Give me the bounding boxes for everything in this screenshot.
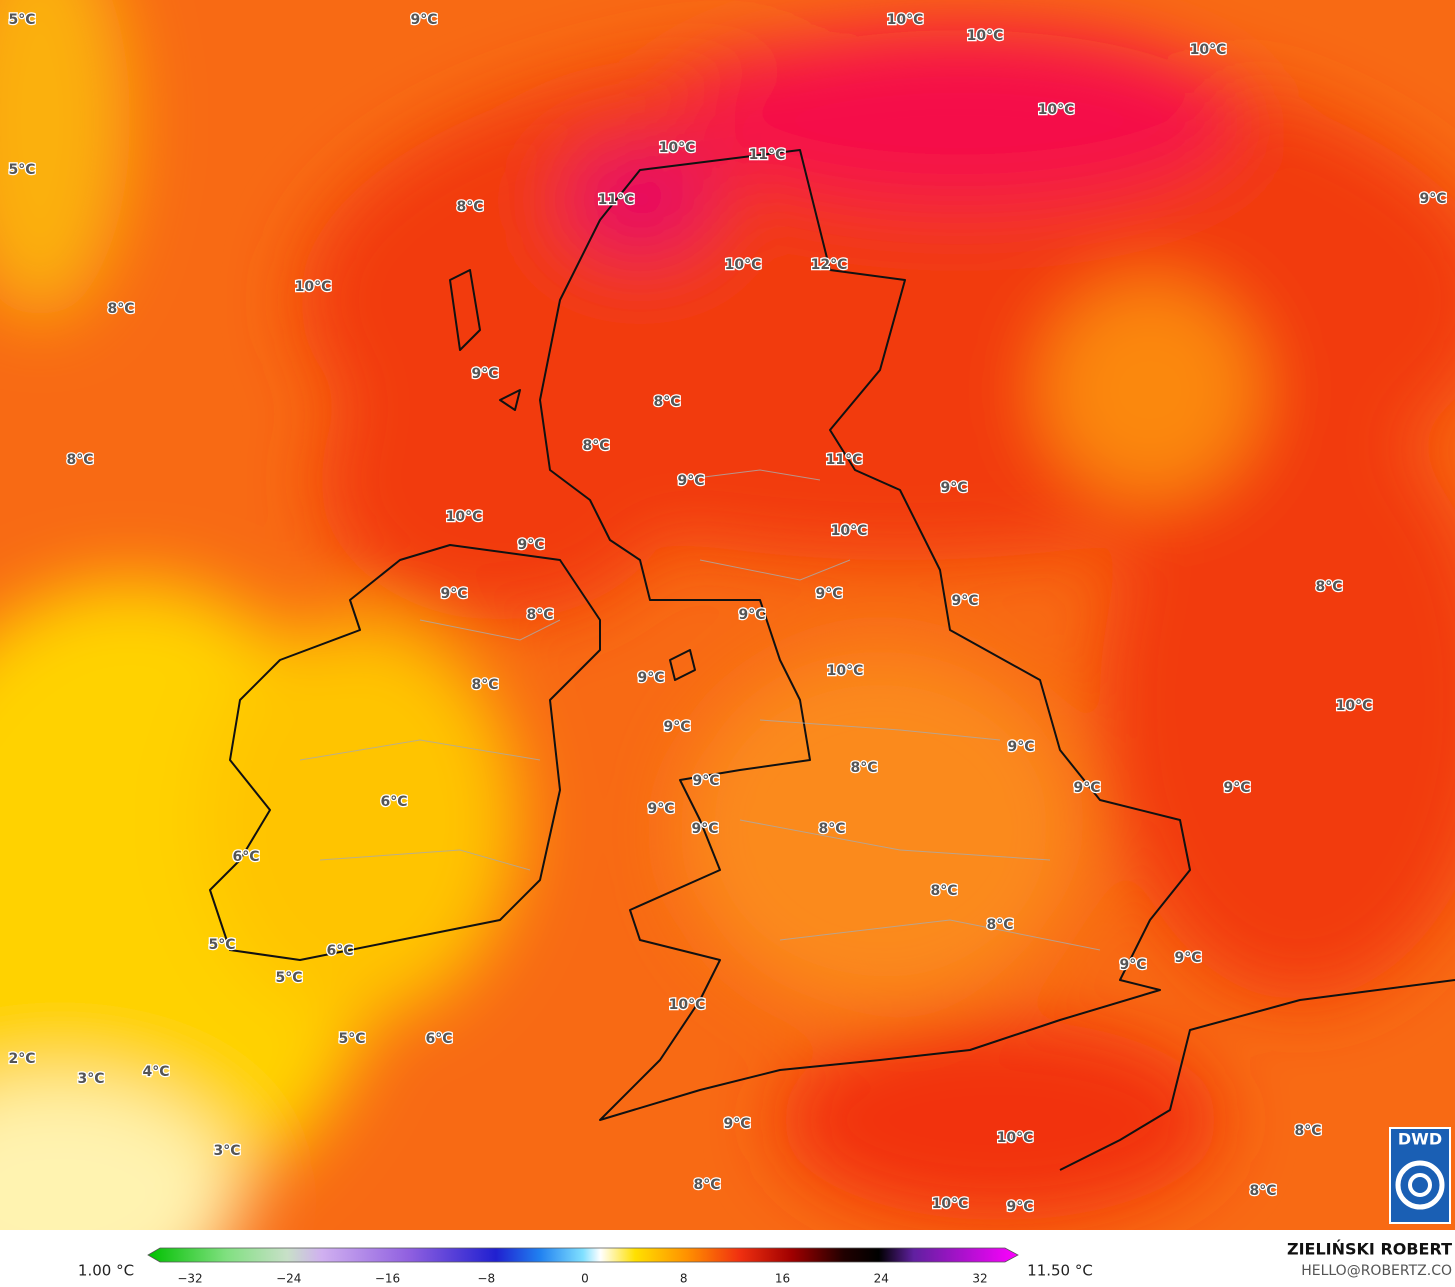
- temperature-label: 10°C: [725, 257, 762, 273]
- temperature-label: 8°C: [582, 438, 609, 454]
- temperature-label: 9°C: [637, 670, 664, 686]
- colorbar-tick-label: 8: [680, 1272, 688, 1286]
- temperature-label: 6°C: [326, 943, 353, 959]
- colorbar-tick-label: 32: [972, 1272, 987, 1286]
- temperature-label: 10°C: [997, 1130, 1034, 1146]
- temperature-label: 10°C: [669, 997, 706, 1013]
- temperature-label: 5°C: [338, 1031, 365, 1047]
- temperature-label: 9°C: [1006, 1199, 1033, 1215]
- temperature-label: 9°C: [1007, 739, 1034, 755]
- temperature-label: 10°C: [1038, 102, 1075, 118]
- temperature-label: 5°C: [8, 162, 35, 178]
- temperature-label: 6°C: [425, 1031, 452, 1047]
- temperature-label: 10°C: [967, 28, 1004, 44]
- temperature-label: 8°C: [526, 607, 553, 623]
- temperature-label: 11°C: [598, 192, 635, 208]
- colorbar-tick-label: −8: [477, 1272, 495, 1286]
- temperature-label: 9°C: [815, 586, 842, 602]
- temperature-label: 12°C: [811, 257, 848, 273]
- dwd-logo-swirl-inner: [1408, 1173, 1432, 1197]
- temperature-label: 4°C: [142, 1064, 169, 1080]
- temperature-label: 9°C: [1419, 191, 1446, 207]
- ireland: [209, 544, 601, 961]
- temperature-label: 8°C: [850, 760, 877, 776]
- temperature-label: 3°C: [213, 1143, 240, 1159]
- colorbar-tick-label: 24: [874, 1272, 889, 1286]
- temperature-label: 9°C: [677, 473, 704, 489]
- temperature-label: 10°C: [887, 12, 924, 28]
- temperature-label: 8°C: [66, 452, 93, 468]
- temperature-label: 10°C: [295, 279, 332, 295]
- temperature-label: 9°C: [663, 719, 690, 735]
- temperature-label: 8°C: [1315, 579, 1342, 595]
- temperature-label: 9°C: [692, 773, 719, 789]
- temperature-label: 9°C: [1073, 780, 1100, 796]
- temperature-label: 9°C: [517, 537, 544, 553]
- temperature-label: 9°C: [410, 12, 437, 28]
- credit-email: HELLO@ROBERTZ.CO: [1301, 1263, 1452, 1279]
- temperature-label: 6°C: [380, 794, 407, 810]
- temperature-label: 8°C: [107, 301, 134, 317]
- temperature-label: 8°C: [1249, 1183, 1276, 1199]
- temperature-label: 2°C: [8, 1051, 35, 1067]
- temperature-label: 8°C: [1294, 1123, 1321, 1139]
- temperature-label: 9°C: [647, 801, 674, 817]
- temperature-label: 9°C: [1174, 950, 1201, 966]
- coastlines: [209, 149, 1455, 1171]
- colorbar: 1.00 °C 11.50 °C −32 −24 −16 −8 0 8 16 24 32: [78, 1247, 1093, 1286]
- temperature-labels: 5°C 9°C 10°C 10°C 10°C 5°C 10°C 10°C 11°C 11°C 8°C…: [7, 11, 1448, 1217]
- temperature-label: 8°C: [693, 1177, 720, 1193]
- temperature-label: 10°C: [831, 523, 868, 539]
- temperature-label: 9°C: [1119, 957, 1146, 973]
- continent: [1059, 979, 1455, 1171]
- temperature-label: 10°C: [827, 663, 864, 679]
- temperature-label: 9°C: [723, 1116, 750, 1132]
- temperature-label: 10°C: [1336, 698, 1373, 714]
- temperature-label: 8°C: [818, 821, 845, 837]
- temperature-label: 8°C: [930, 883, 957, 899]
- great-britain: [539, 149, 1191, 1121]
- temperature-label: 9°C: [1223, 780, 1250, 796]
- temperature-label: 9°C: [471, 366, 498, 382]
- temperature-label: 5°C: [275, 970, 302, 986]
- temperature-label: 8°C: [653, 394, 680, 410]
- colorbar-tick-label: −24: [276, 1272, 301, 1286]
- temperature-label: 5°C: [8, 12, 35, 28]
- colorbar-tick-label: −16: [375, 1272, 400, 1286]
- colorbar-tick-label: 0: [581, 1272, 589, 1286]
- temperature-label: 11°C: [826, 452, 863, 468]
- temperature-label: 5°C: [208, 937, 235, 953]
- temperature-label: 8°C: [986, 917, 1013, 933]
- temperature-label: 9°C: [940, 480, 967, 496]
- colorbar-scale: [147, 1247, 1019, 1263]
- isle-of-man: [669, 649, 696, 681]
- temperature-label: 9°C: [951, 593, 978, 609]
- colorbar-max: 11.50 °C: [1027, 1262, 1093, 1280]
- temperature-label: 8°C: [456, 199, 483, 215]
- dwd-logo-text: DWD: [1398, 1130, 1442, 1149]
- temperature-label: 9°C: [440, 586, 467, 602]
- temperature-label: 9°C: [738, 607, 765, 623]
- temperature-label: 3°C: [77, 1071, 104, 1087]
- temperature-label: 9°C: [691, 821, 718, 837]
- colorbar-min: 1.00 °C: [78, 1262, 134, 1280]
- temperature-label: 10°C: [1190, 42, 1227, 58]
- temperature-label: 8°C: [471, 677, 498, 693]
- colorbar-tick-label: −32: [177, 1272, 202, 1286]
- borders: [299, 469, 1101, 951]
- temperature-label: 11°C: [749, 147, 786, 163]
- dwd-logo-swirl: [1395, 1160, 1445, 1210]
- hebrides: [449, 269, 521, 411]
- temperature-label: 10°C: [659, 140, 696, 156]
- temperature-label: 10°C: [932, 1196, 969, 1212]
- colorbar-tick-label: 16: [775, 1272, 790, 1286]
- credit-name: ZIELIŃSKI ROBERT: [1287, 1240, 1452, 1259]
- temperature-label: 10°C: [446, 509, 483, 525]
- temperature-label: 6°C: [232, 849, 259, 865]
